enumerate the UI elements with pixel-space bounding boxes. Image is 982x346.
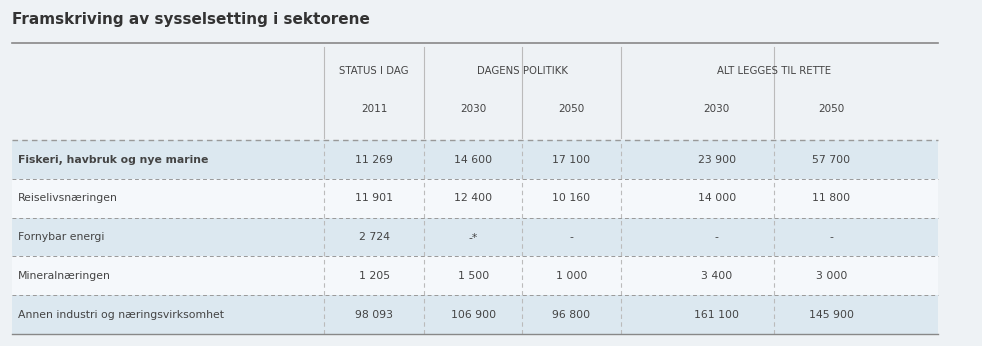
Text: 106 900: 106 900 — [451, 310, 496, 319]
Text: Reiselivsnæringen: Reiselivsnæringen — [18, 193, 118, 203]
FancyBboxPatch shape — [12, 140, 938, 179]
Text: 2030: 2030 — [461, 104, 486, 114]
Text: 1 000: 1 000 — [556, 271, 587, 281]
Text: 1 205: 1 205 — [358, 271, 390, 281]
Text: 11 269: 11 269 — [355, 155, 393, 164]
FancyBboxPatch shape — [12, 295, 938, 334]
Text: 17 100: 17 100 — [553, 155, 590, 164]
Text: 2030: 2030 — [704, 104, 730, 114]
Text: 3 000: 3 000 — [816, 271, 846, 281]
Text: 12 400: 12 400 — [455, 193, 492, 203]
Text: Fiskeri, havbruk og nye marine: Fiskeri, havbruk og nye marine — [18, 155, 208, 164]
Text: -: - — [715, 232, 719, 242]
Text: 23 900: 23 900 — [698, 155, 736, 164]
Text: DAGENS POLITIKK: DAGENS POLITIKK — [477, 66, 568, 76]
Text: 14 000: 14 000 — [698, 193, 736, 203]
Text: 14 600: 14 600 — [455, 155, 492, 164]
Text: -: - — [570, 232, 573, 242]
Text: 3 400: 3 400 — [701, 271, 733, 281]
Text: 161 100: 161 100 — [694, 310, 739, 319]
Text: 98 093: 98 093 — [355, 310, 393, 319]
Text: -: - — [830, 232, 833, 242]
FancyBboxPatch shape — [12, 218, 938, 256]
Text: 11 800: 11 800 — [812, 193, 850, 203]
Text: 145 900: 145 900 — [809, 310, 853, 319]
Text: 10 160: 10 160 — [553, 193, 590, 203]
Text: ALT LEGGES TIL RETTE: ALT LEGGES TIL RETTE — [717, 66, 832, 76]
Text: 57 700: 57 700 — [812, 155, 850, 164]
Text: 1 500: 1 500 — [458, 271, 489, 281]
Text: 2050: 2050 — [559, 104, 584, 114]
Text: 96 800: 96 800 — [553, 310, 590, 319]
FancyBboxPatch shape — [12, 179, 938, 218]
Text: 2 724: 2 724 — [358, 232, 390, 242]
Text: Annen industri og næringsvirksomhet: Annen industri og næringsvirksomhet — [18, 310, 224, 319]
Text: 2050: 2050 — [818, 104, 845, 114]
Text: 2011: 2011 — [361, 104, 387, 114]
Text: Fornybar energi: Fornybar energi — [18, 232, 104, 242]
FancyBboxPatch shape — [12, 256, 938, 295]
Text: -*: -* — [468, 232, 478, 242]
Text: Framskriving av sysselsetting i sektorene: Framskriving av sysselsetting i sektoren… — [12, 12, 369, 27]
Text: 11 901: 11 901 — [355, 193, 393, 203]
Text: Mineralnæringen: Mineralnæringen — [18, 271, 111, 281]
Text: STATUS I DAG: STATUS I DAG — [340, 66, 409, 76]
